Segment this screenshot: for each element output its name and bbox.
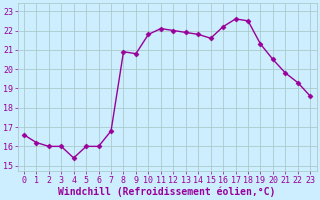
X-axis label: Windchill (Refroidissement éolien,°C): Windchill (Refroidissement éolien,°C)	[58, 186, 276, 197]
